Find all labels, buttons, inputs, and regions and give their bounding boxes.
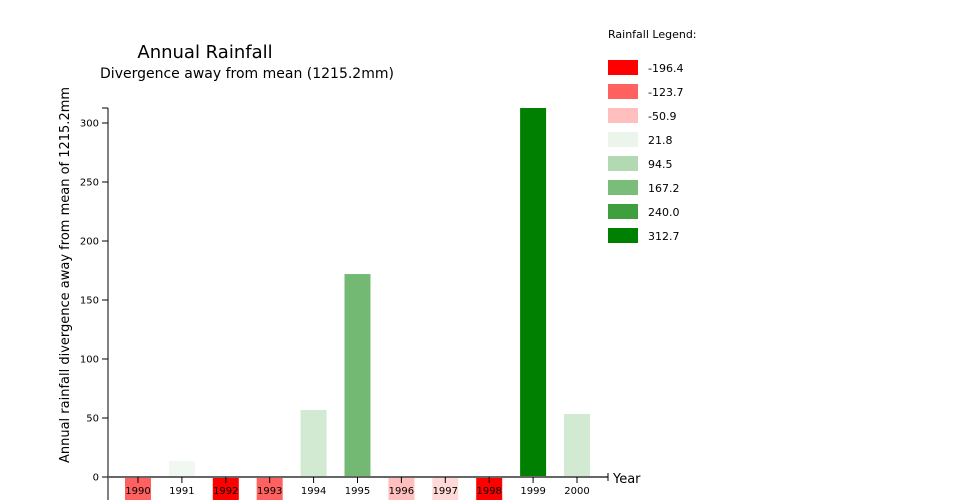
legend-title: Rainfall Legend:	[608, 28, 697, 41]
y-axis-label: Annual rainfall divergence away from mea…	[58, 87, 73, 463]
x-tick: 1992	[213, 477, 239, 497]
y-tick-label: 250	[80, 178, 99, 189]
bar-1992	[212, 477, 239, 500]
x-tick-label: 1992	[213, 486, 238, 497]
legend-label: 94.5	[648, 158, 673, 171]
legend-label: 21.8	[648, 134, 673, 147]
bar-1997	[432, 477, 459, 500]
legend-swatch	[608, 204, 638, 219]
legend-entry: -196.4	[608, 60, 683, 75]
y-tick: 0	[93, 473, 108, 484]
bar-1991	[168, 460, 195, 477]
y-tick-label: 200	[80, 237, 99, 248]
x-axis: 1990 1991 1992 1993 1994 1995 1996 1997 1998 1999…	[108, 473, 609, 497]
x-tick: 2000	[564, 477, 590, 497]
x-tick: 1998	[476, 477, 502, 497]
x-tick: 1990	[125, 477, 151, 497]
x-tick-label: 1995	[345, 486, 370, 497]
chart-title: Annual Rainfall	[137, 42, 272, 63]
legend-label: 312.7	[648, 230, 680, 243]
x-tick-label: 1998	[476, 486, 501, 497]
legend-swatch	[608, 84, 638, 99]
y-tick: 250	[80, 178, 108, 189]
legend-swatch	[608, 180, 638, 195]
x-tick: 1991	[169, 477, 195, 497]
y-tick-label: 50	[86, 414, 99, 425]
legend-entry: 167.2	[608, 180, 680, 195]
x-tick-label: 1997	[433, 486, 458, 497]
legend-entry: -123.7	[608, 84, 683, 99]
x-tick: 1999	[520, 477, 546, 497]
x-tick: 1997	[433, 477, 458, 497]
x-tick: 1994	[301, 477, 326, 497]
bar-1994	[300, 409, 327, 477]
bars-group	[125, 108, 590, 500]
x-tick-label: 1996	[389, 486, 414, 497]
legend-label: -50.9	[648, 110, 676, 123]
y-tick: 300	[80, 119, 108, 130]
legend-label: 240.0	[648, 206, 680, 219]
x-tick-label: 1990	[125, 486, 150, 497]
x-tick-label: 1993	[257, 486, 282, 497]
bar-1993	[256, 477, 283, 500]
legend-swatch	[608, 60, 638, 75]
legend-label: -123.7	[648, 86, 683, 99]
legend-label: -196.4	[648, 62, 683, 75]
x-tick: 1995	[345, 477, 370, 497]
legend-swatch	[608, 132, 638, 147]
bar-2000	[564, 413, 590, 477]
legend-label: 167.2	[648, 182, 680, 195]
bar-1998	[476, 477, 503, 500]
bar-1995	[344, 274, 371, 477]
legend-swatch	[608, 156, 638, 171]
bar-1996	[388, 477, 415, 500]
x-tick-label: 2000	[564, 486, 589, 497]
y-tick-label: 300	[80, 119, 99, 130]
y-tick-label: 100	[80, 355, 99, 366]
legend-entry: 94.5	[608, 156, 673, 171]
legend-swatch	[608, 228, 638, 243]
y-tick-label: 0	[93, 473, 99, 484]
x-tick-label: 1999	[520, 486, 545, 497]
y-tick: 200	[80, 237, 108, 248]
x-tick-label: 1994	[301, 486, 326, 497]
legend-entry: 240.0	[608, 204, 680, 219]
legend: Rainfall Legend: -196.4 -123.7 -50.9 21.8 94…	[608, 28, 697, 243]
bar-1990	[125, 477, 151, 500]
x-tick-label: 1991	[169, 486, 194, 497]
chart-subtitle: Divergence away from mean (1215.2mm)	[100, 66, 394, 82]
y-tick-label: 150	[80, 296, 99, 307]
y-tick: 50	[86, 414, 108, 425]
legend-swatch	[608, 108, 638, 123]
x-tick: 1996	[389, 477, 414, 497]
legend-entry: -50.9	[608, 108, 676, 123]
x-tick: 1993	[257, 477, 282, 497]
y-tick: 150	[80, 296, 108, 307]
y-axis: 0 50 100 150 200 250 300	[80, 107, 109, 500]
legend-entry: 312.7	[608, 228, 680, 243]
legend-entry: 21.8	[608, 132, 673, 147]
bar-1999	[520, 108, 547, 477]
x-axis-label: Year	[612, 472, 641, 487]
y-tick: 100	[80, 355, 108, 366]
